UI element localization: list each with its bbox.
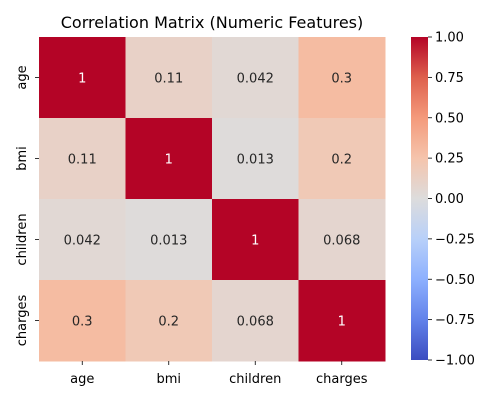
heatmap-cell <box>39 37 126 119</box>
heatmap-cell <box>298 280 386 362</box>
cell-value-label: 1 <box>251 234 259 249</box>
heatmap-cell <box>125 118 213 200</box>
heatmap-cell <box>298 199 386 281</box>
heatmap-cell <box>39 199 126 281</box>
cell-value-label: 0.3 <box>72 315 93 330</box>
x-tick-label: children <box>229 372 281 387</box>
cell-value-label: 0.068 <box>323 234 360 249</box>
heatmap-cell <box>298 37 386 119</box>
colorbar: 1.00 0.75 0.50 0.25 0.00 −0.25 −0.50 −0.75 −1.00 <box>411 31 475 369</box>
heatmap-cell <box>125 280 213 362</box>
colorbar-tick-label: −0.50 <box>435 273 475 288</box>
heatmap-cells: 1 0.11 0.042 0.3 0.11 1 0.013 0.2 0.042 0.013 1 0.0… <box>39 37 386 362</box>
heatmap-cell <box>212 118 299 200</box>
colorbar-tick-label: 0.25 <box>435 152 464 167</box>
heatmap-cell <box>212 37 299 119</box>
heatmap-cell <box>125 37 213 119</box>
x-axis: age bmi children charges <box>70 361 368 387</box>
colorbar-tick-label: −0.75 <box>435 313 475 328</box>
cell-value-label: 0.11 <box>68 153 97 168</box>
y-tick-label: children <box>15 213 30 265</box>
y-tick-label: bmi <box>15 146 30 171</box>
x-tick-label: bmi <box>156 372 181 387</box>
colorbar-tick-label: 0.50 <box>435 111 464 126</box>
colorbar-tick-label: −1.00 <box>435 354 475 369</box>
cell-value-label: 0.2 <box>331 153 352 168</box>
colorbar-tick-label: 0.75 <box>435 71 464 86</box>
colorbar-tick-label: 0.00 <box>435 192 464 207</box>
y-tick-label: charges <box>15 295 30 347</box>
heatmap-cell <box>39 118 126 200</box>
cell-value-label: 0.2 <box>158 315 179 330</box>
colorbar-tick-label: −0.25 <box>435 232 475 247</box>
cell-value-label: 0.042 <box>237 72 274 87</box>
cell-value-label: 0.013 <box>237 153 274 168</box>
cell-value-label: 1 <box>78 72 86 87</box>
cell-value-label: 1 <box>165 153 173 168</box>
heatmap-cell <box>125 199 213 281</box>
cell-value-label: 0.3 <box>331 72 352 87</box>
colorbar-tick-label: 1.00 <box>435 31 464 46</box>
heatmap-cell <box>212 280 299 362</box>
y-tick-label: age <box>15 65 30 89</box>
heatmap-cell <box>39 280 126 362</box>
cell-value-label: 0.11 <box>154 72 183 87</box>
heatmap-cell <box>212 199 299 281</box>
cell-value-label: 1 <box>338 315 346 330</box>
cell-value-label: 0.068 <box>237 315 274 330</box>
colorbar-gradient <box>411 37 428 360</box>
cell-value-label: 0.042 <box>64 234 101 249</box>
y-axis: age bmi children charges <box>15 65 39 346</box>
heatmap-cell <box>298 118 386 200</box>
x-tick-label: charges <box>316 372 368 387</box>
chart-title: Correlation Matrix (Numeric Features) <box>61 13 364 32</box>
x-tick-label: age <box>70 372 94 387</box>
cell-value-label: 0.013 <box>150 234 187 249</box>
